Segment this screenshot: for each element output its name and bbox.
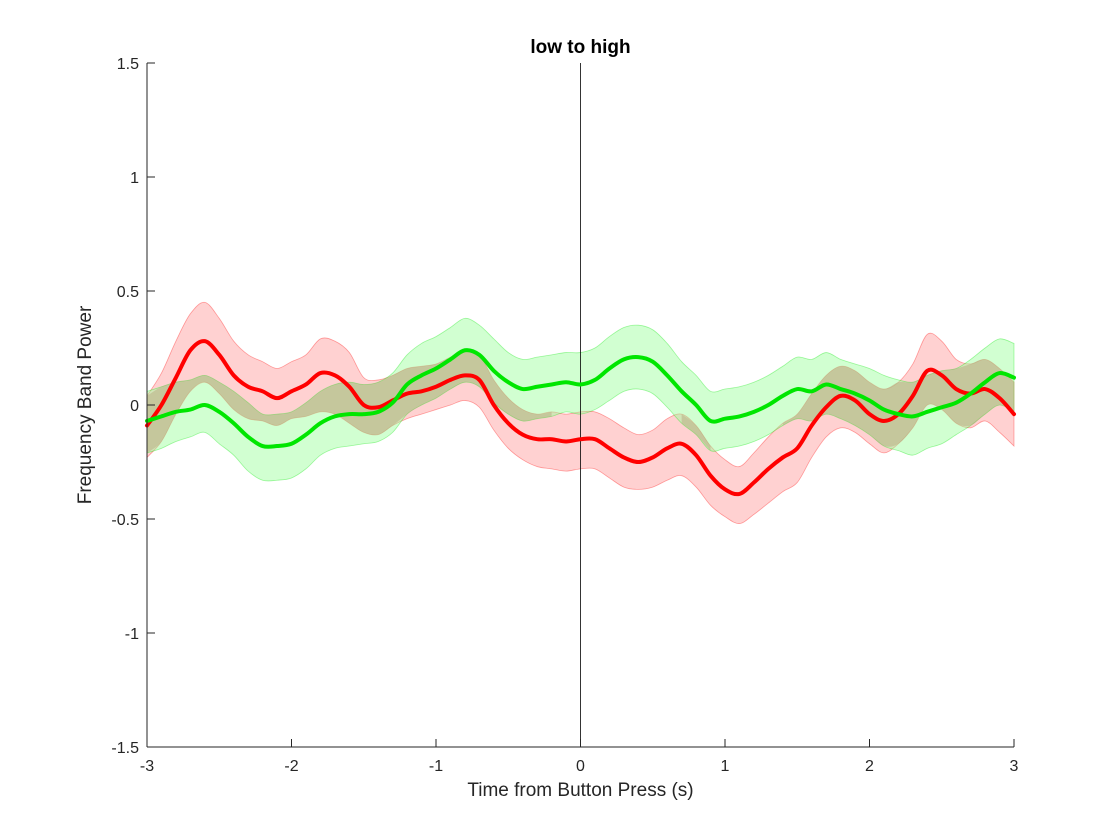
- overlap-region-1: [681, 414, 711, 451]
- y-tick-label: 1.5: [117, 56, 139, 73]
- chart-title: low to high: [530, 37, 630, 58]
- x-tick-label: 0: [576, 758, 585, 775]
- x-tick-label: 2: [865, 758, 874, 775]
- y-axis-label: Frequency Band Power: [75, 305, 96, 504]
- series-lines: [145, 339, 1016, 497]
- y-tick-label: 1: [130, 170, 139, 187]
- y-tick-label: -0.5: [111, 512, 139, 529]
- series-line-0: [145, 339, 1016, 497]
- band-overlap: [147, 350, 1014, 453]
- overlap-region-0: [147, 350, 552, 453]
- x-tick-label: -1: [429, 758, 443, 775]
- x-axis-label: Time from Button Press (s): [467, 780, 693, 801]
- x-tick-label: 1: [721, 758, 730, 775]
- y-tick-label: -1: [125, 626, 139, 643]
- x-tick-label: 3: [1010, 758, 1019, 775]
- x-tick-label: -3: [140, 758, 154, 775]
- y-tick-label: 0: [130, 398, 139, 415]
- axes: -3 -2 -1 0 1 2 3 -1.5 -1 -0.5 0 0.5 1 1.5: [111, 56, 1018, 775]
- overlap-region-2: [782, 359, 1014, 447]
- y-tick-label: -1.5: [111, 740, 139, 757]
- y-tick-label: 0.5: [117, 284, 139, 301]
- x-tick-label: -2: [284, 758, 298, 775]
- series-line-1: [145, 348, 1016, 449]
